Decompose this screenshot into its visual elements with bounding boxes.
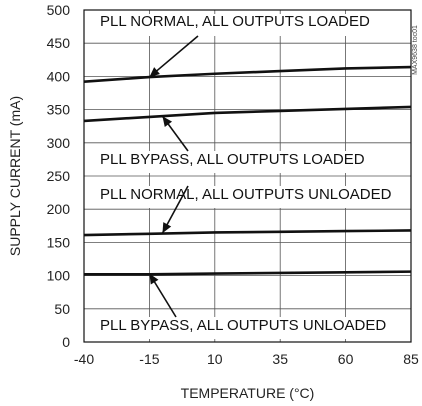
y-tick-label: 100 xyxy=(47,268,71,284)
x-tick-label: -40 xyxy=(74,351,94,367)
series-line-3 xyxy=(83,229,412,237)
y-tick-label: 400 xyxy=(47,68,71,84)
x-axis-title: TEMPERATURE (°C) xyxy=(181,385,315,401)
plot-frame xyxy=(83,9,412,343)
annotations: PLL NORMAL, ALL OUTPUTS LOADED PLL BYPASS… xyxy=(92,13,392,339)
grid xyxy=(84,10,411,342)
y-tick-label: 50 xyxy=(54,301,70,317)
annotation-arrow xyxy=(148,35,199,78)
annotation-label: PLL BYPASS, ALL OUTPUTS LOADED xyxy=(100,151,365,168)
series-lines xyxy=(83,65,412,276)
annotation-label: PLL BYPASS, ALL OUTPUTS UNLOADED xyxy=(100,317,386,334)
x-tick-label: 10 xyxy=(207,351,223,367)
x-tick-label: 35 xyxy=(272,351,288,367)
annotation-arrowhead xyxy=(149,67,160,78)
series-line-4 xyxy=(84,270,412,276)
y-tick-label: 200 xyxy=(47,201,71,217)
annotation-box xyxy=(92,14,360,36)
annotation-arrowhead xyxy=(162,222,172,234)
x-tick-label: 85 xyxy=(403,351,419,367)
annotation-label: PLL NORMAL, ALL OUTPUTS LOADED xyxy=(100,13,370,30)
annotation-box xyxy=(92,151,352,173)
y-tick-label: 350 xyxy=(47,102,71,118)
y-tick-label: 300 xyxy=(47,135,71,151)
axis-ticks: -40 -15 10 35 60 85 0 50 100 150 200 250 300 350 400 45… xyxy=(47,2,419,367)
y-tick-label: 500 xyxy=(47,2,71,18)
series-line-2 xyxy=(83,105,412,123)
y-tick-label: 250 xyxy=(47,168,71,184)
x-tick-label: -15 xyxy=(139,351,159,367)
y-tick-label: 0 xyxy=(62,334,70,350)
annotation-arrowhead xyxy=(149,273,159,285)
y-axis-title: SUPPLY CURRENT (mA) xyxy=(7,96,23,256)
y-tick-label: 450 xyxy=(47,35,71,51)
annotation-box xyxy=(92,317,374,339)
annotation-arrowhead xyxy=(162,116,173,127)
series-line-1 xyxy=(83,65,412,84)
annotation-label: PLL NORMAL, ALL OUTPUTS UNLOADED xyxy=(100,186,392,203)
annotation-box xyxy=(92,186,376,208)
figure-id-watermark: MAX9638 toc01 xyxy=(412,25,419,75)
y-tick-label: 150 xyxy=(47,234,71,250)
x-tick-label: 60 xyxy=(338,351,354,367)
